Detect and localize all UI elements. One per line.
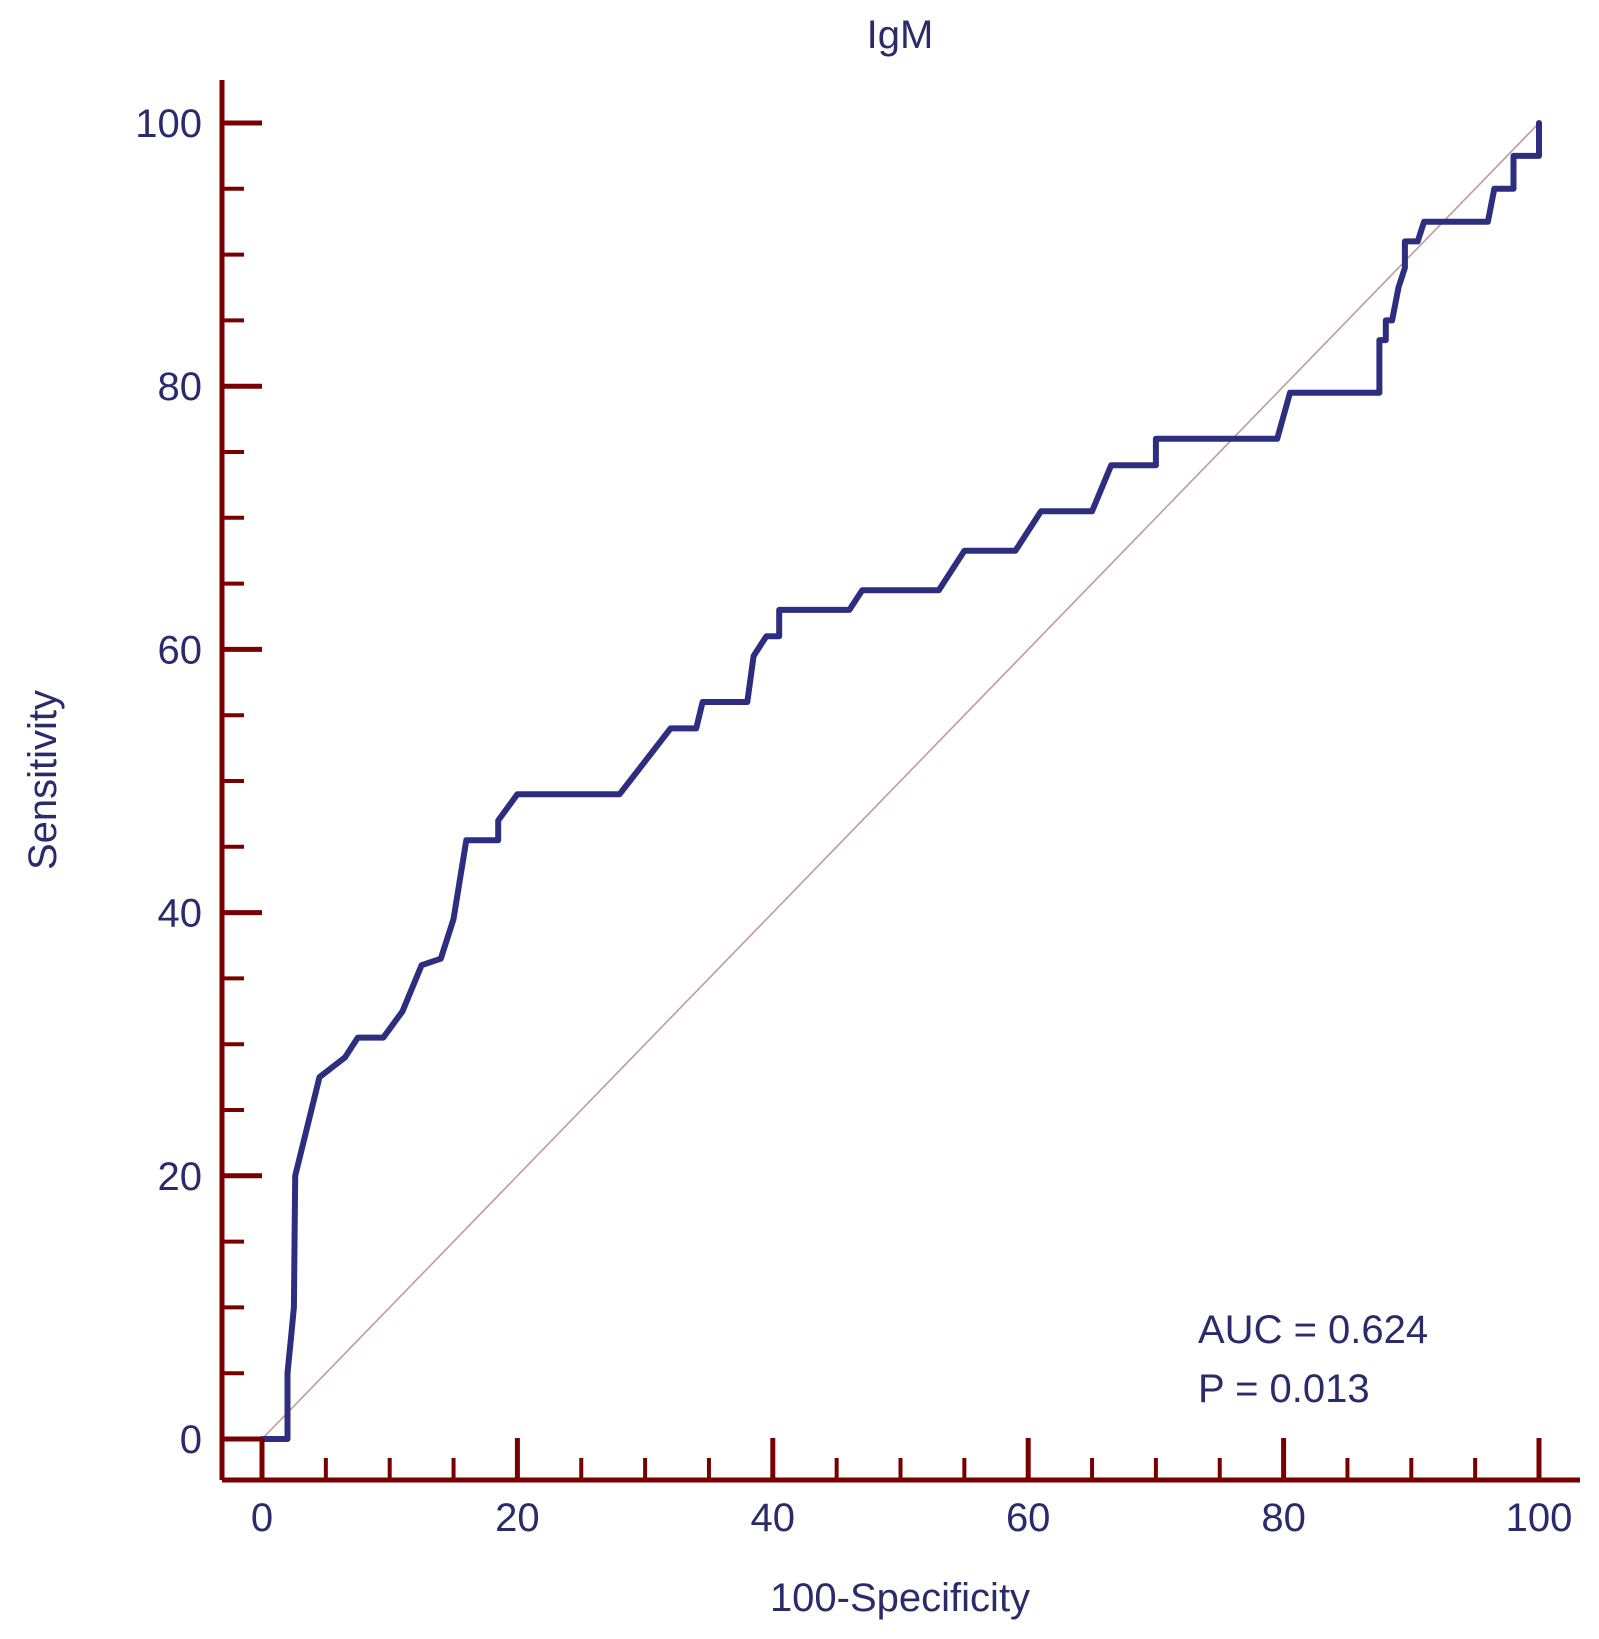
x-tick-label: 40 xyxy=(751,1496,796,1540)
x-axis-label: 100-Specificity xyxy=(770,1576,1030,1620)
x-tick-label: 100 xyxy=(1506,1496,1573,1540)
reference-diagonal-line xyxy=(261,122,1540,1440)
x-tick-label: 60 xyxy=(1006,1496,1051,1540)
auc-annotation: AUC = 0.624 xyxy=(1198,1308,1428,1352)
y-tick-label: 80 xyxy=(158,365,203,409)
y-tick-label: 100 xyxy=(135,102,202,146)
chart-title: IgM xyxy=(867,13,934,57)
y-tick-label: 20 xyxy=(158,1155,203,1199)
x-tick-label: 0 xyxy=(251,1496,273,1540)
y-axis-label: Sensitivity xyxy=(21,690,65,870)
y-tick-label: 0 xyxy=(180,1418,202,1462)
reference-line-group xyxy=(261,122,1540,1440)
y-tick-label: 60 xyxy=(158,628,203,672)
x-tick-label: 20 xyxy=(495,1496,540,1540)
x-tick-label: 80 xyxy=(1261,1496,1306,1540)
axes-group xyxy=(219,80,1580,1483)
y-tick-label: 40 xyxy=(158,892,203,936)
p-value-annotation: P = 0.013 xyxy=(1198,1367,1370,1411)
roc-curve-line xyxy=(259,120,1542,1442)
roc-curve-group xyxy=(259,120,1542,1442)
tick-labels-group: 0 20 40 60 80 100 0 20 40 60 80 100 xyxy=(135,102,1572,1540)
